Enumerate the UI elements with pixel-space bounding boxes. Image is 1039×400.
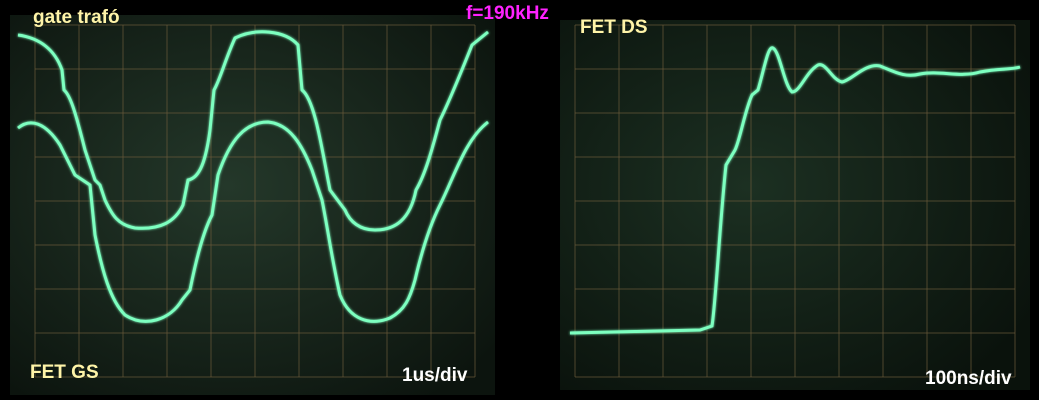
left-timebase-label: 1us/div — [402, 365, 468, 386]
fet-ds-label: FET DS — [580, 17, 648, 38]
fet-ds-trace — [569, 46, 1021, 335]
frequency-label: f=190kHz — [466, 3, 549, 24]
fet-gs-label: FET GS — [30, 362, 99, 383]
right-timebase-label: 100ns/div — [925, 368, 1012, 389]
right-graticule — [574, 24, 1016, 378]
left-screen — [10, 15, 495, 395]
fet-gs-trace — [17, 120, 489, 323]
gate-trafo-label: gate trafó — [33, 7, 120, 28]
gate-trafo-trace — [17, 30, 489, 232]
left-graticule — [34, 24, 476, 378]
